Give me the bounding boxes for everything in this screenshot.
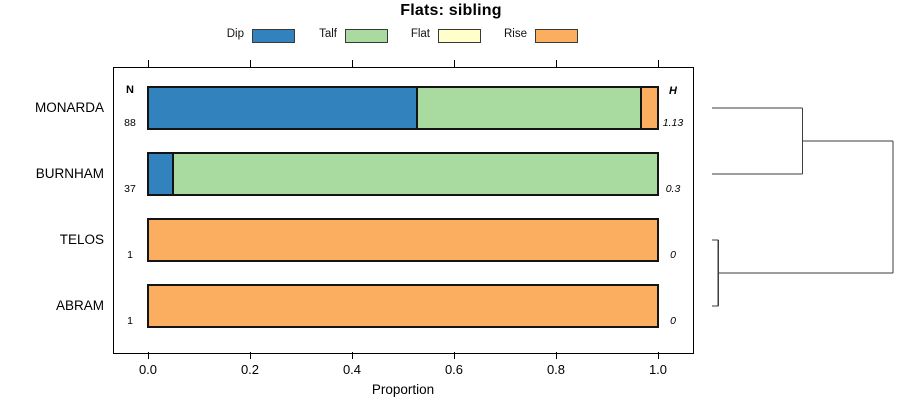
x-tick-top [556,60,557,67]
y-label-abram: ABRAM [55,298,104,313]
x-tick-bottom [556,352,557,359]
h-value: 0 [670,249,676,261]
legend-swatch-talf [345,29,388,43]
plot-area-border [113,67,694,354]
x-tick-top [148,60,149,67]
x-tick-bottom [454,352,455,359]
bar-segment-rise [149,286,657,326]
h-value: 1.13 [662,117,684,129]
x-tick-bottom [148,352,149,359]
x-axis-title: Proportion [371,382,435,397]
x-tick-label: 1.0 [648,362,668,377]
chart-title: Flats: sibling [400,2,502,19]
legend-swatch-rise [535,29,578,43]
bar-segment-talf [174,154,657,194]
x-tick-label: 0.4 [342,362,362,377]
n-value: 1 [127,249,133,261]
x-tick-top [352,60,353,67]
bar-segment-dip [149,154,175,194]
n-column-header: N [126,84,134,96]
legend-swatch-dip [252,29,295,43]
legend-label-flat: Flat [410,28,430,40]
x-tick-top [454,60,455,67]
legend-swatch-flat [438,29,481,43]
bar-row-monarda [147,86,659,130]
legend-label-talf: Talf [319,28,337,40]
h-column-header: H [669,85,677,97]
y-label-monarda: MONARDA [34,100,104,115]
x-tick-bottom [250,352,251,359]
x-tick-label: 0.6 [444,362,464,377]
x-tick-bottom [658,352,659,359]
legend-label-rise: Rise [503,28,527,40]
y-label-telos: TELOS [59,232,104,247]
x-tick-label: 0.8 [546,362,566,377]
h-value: 0.3 [665,183,681,195]
n-value: 37 [124,183,136,195]
bar-segment-dip [149,88,419,128]
x-tick-bottom [352,352,353,359]
x-tick-top [658,60,659,67]
x-tick-top [250,60,251,67]
bar-row-abram [147,284,659,328]
x-tick-label: 0.2 [240,362,260,377]
legend-label-dip: Dip [226,28,244,40]
bar-segment-rise [149,220,657,260]
bar-row-telos [147,218,659,262]
bar-segment-talf [418,88,642,128]
y-label-burnham: BURNHAM [35,166,104,181]
n-value: 88 [124,117,136,129]
h-value: 0 [670,315,676,327]
bar-row-burnham [147,152,659,196]
bar-segment-rise [641,88,657,128]
n-value: 1 [127,315,133,327]
x-tick-label: 0.0 [138,362,158,377]
